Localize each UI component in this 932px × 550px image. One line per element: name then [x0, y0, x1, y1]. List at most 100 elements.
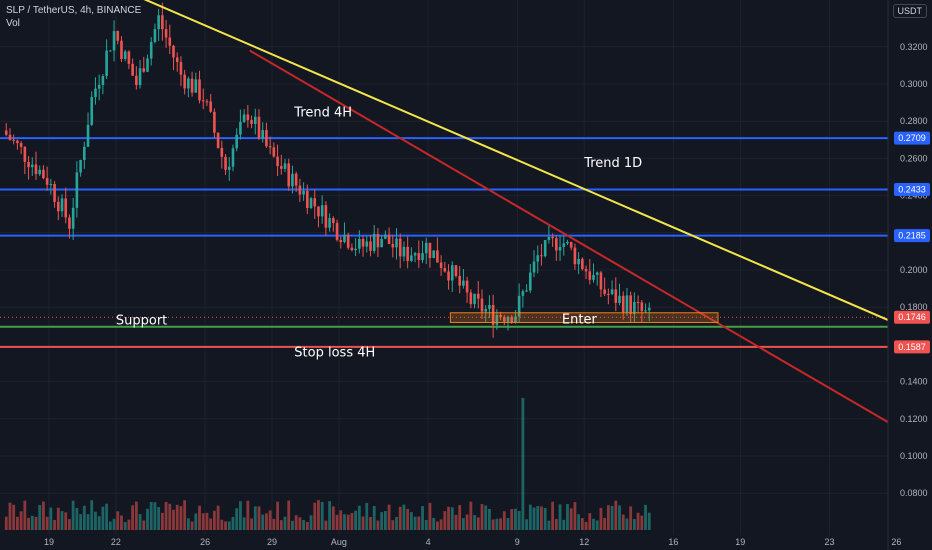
annotations: Trend 4H Trend 1D Support Stop loss 4H Enter: [116, 106, 642, 361]
volume-bar: [108, 521, 112, 530]
volume-bar: [231, 516, 235, 530]
volume-bar: [450, 507, 454, 530]
volume-bar: [246, 500, 250, 530]
volume-bar: [551, 501, 555, 530]
volume-bar: [432, 517, 436, 530]
price-tag-label: 0.2709: [898, 133, 926, 143]
y-tick-label: 0.1400: [900, 377, 928, 387]
volume-bar: [64, 512, 68, 530]
volume-bar: [194, 513, 198, 530]
volume-bar: [134, 501, 138, 530]
candle: [410, 255, 413, 261]
volume-bar: [257, 506, 261, 530]
candle: [224, 156, 227, 170]
volume-bar: [543, 507, 547, 530]
candle: [584, 269, 588, 272]
price-tag-bg: [894, 310, 930, 324]
candle: [179, 62, 183, 75]
candle: [343, 234, 346, 243]
candle: [161, 15, 164, 30]
volume-bar: [4, 516, 8, 530]
volume-bar: [335, 514, 339, 530]
horizontal-levels[interactable]: [0, 137, 888, 348]
candle: [339, 239, 343, 243]
volume-bar: [562, 519, 566, 530]
candle: [443, 268, 447, 272]
volume-bar: [186, 518, 190, 530]
volume-bar: [495, 518, 499, 530]
volume-bar: [413, 516, 417, 530]
volume-bar: [510, 509, 514, 530]
volume-bar: [79, 514, 82, 530]
candle: [168, 37, 172, 46]
candle: [276, 156, 279, 167]
candle: [201, 100, 205, 102]
volume-bar: [146, 508, 149, 530]
x-tick-label: Aug: [331, 537, 347, 547]
volume-bar: [179, 506, 183, 530]
candle: [253, 116, 257, 125]
trend-lines[interactable]: [138, 0, 896, 428]
candle: [268, 146, 272, 148]
volume-bar: [235, 508, 239, 530]
volume-bar: [209, 518, 213, 530]
candle: [506, 316, 510, 322]
candle: [618, 295, 621, 303]
candle: [294, 173, 298, 186]
volume-bar: [56, 507, 60, 530]
price-axis-panel[interactable]: [888, 0, 932, 550]
candle: [257, 116, 261, 139]
candle: [227, 166, 231, 170]
volume-indicator-label: Vol: [6, 18, 20, 29]
volume-bar: [580, 518, 584, 530]
volume-bar: [291, 520, 294, 530]
volume-bar: [391, 520, 395, 530]
candle: [60, 198, 64, 212]
candle: [551, 237, 554, 239]
trend-4h-line[interactable]: [249, 49, 896, 428]
volume-bar: [38, 504, 42, 530]
candle: [424, 242, 428, 254]
volume-bar: [365, 502, 369, 530]
candle: [105, 50, 108, 77]
candle: [42, 169, 45, 179]
candle: [298, 185, 302, 195]
volume-bar: [473, 515, 476, 530]
x-tick-label: 19: [44, 537, 54, 547]
candle: [358, 238, 361, 249]
candle: [447, 271, 450, 281]
price-tag-bg: [894, 229, 930, 243]
y-tick-label: 0.1800: [900, 302, 928, 312]
volume-bar: [443, 511, 447, 530]
volume-bar: [424, 519, 428, 530]
candle: [157, 15, 160, 30]
volume-bar: [220, 519, 224, 530]
price-tag-bg: [894, 131, 930, 145]
enter-box[interactable]: [449, 312, 719, 323]
candle: [198, 79, 201, 101]
enter-zone[interactable]: [449, 312, 719, 323]
candle: [599, 272, 603, 290]
volume-bar: [164, 501, 168, 530]
candle: [94, 88, 97, 97]
volume-bar: [97, 516, 101, 530]
volume-bar: [387, 504, 391, 530]
candle: [324, 205, 328, 228]
volume-bar: [573, 502, 577, 530]
trend-1d-line[interactable]: [138, 0, 896, 324]
candle: [588, 271, 592, 280]
candle: [56, 201, 60, 212]
volume-bar: [27, 517, 30, 530]
volume-bar: [528, 504, 532, 530]
candle: [354, 248, 357, 251]
currency-button[interactable]: USDT: [892, 4, 927, 18]
volume-bar: [305, 521, 309, 530]
x-tick-label: 22: [111, 537, 121, 547]
volume-bar: [640, 515, 644, 530]
volume-bar: [636, 512, 640, 530]
candle: [621, 295, 625, 313]
candle: [458, 275, 461, 286]
candle: [30, 164, 34, 168]
candle: [239, 121, 242, 135]
